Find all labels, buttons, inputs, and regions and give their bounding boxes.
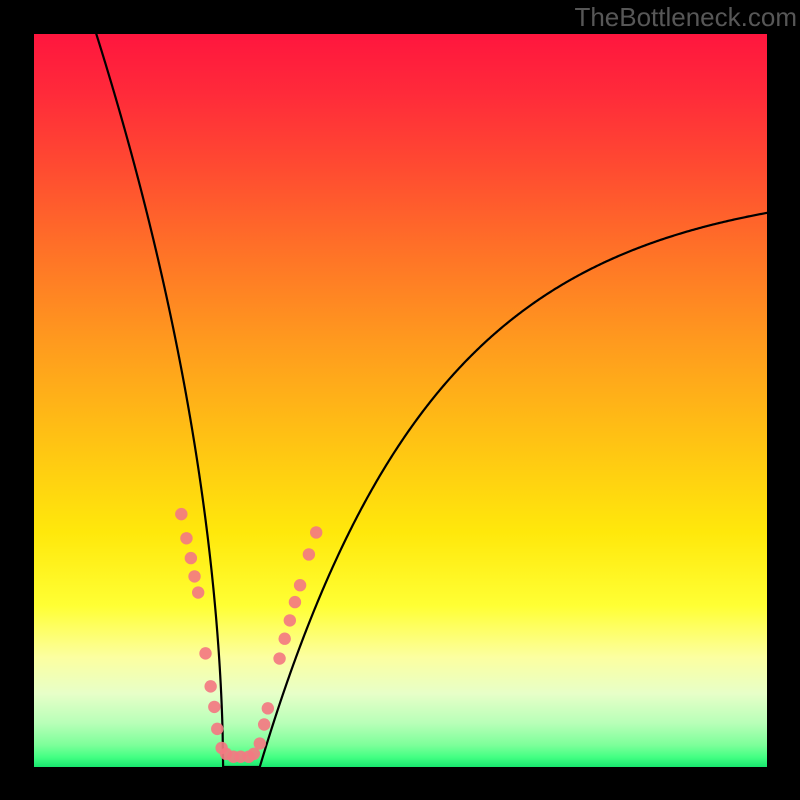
data-marker [258, 718, 270, 730]
data-marker [180, 532, 192, 544]
data-marker [262, 702, 274, 714]
data-marker [254, 737, 266, 749]
data-marker [310, 526, 322, 538]
data-marker [204, 680, 216, 692]
data-marker [188, 570, 200, 582]
data-marker [278, 633, 290, 645]
plot-area [34, 34, 767, 767]
chart-frame: TheBottleneck.com [0, 0, 800, 800]
data-marker [273, 652, 285, 664]
chart-svg [34, 34, 767, 767]
data-marker [289, 596, 301, 608]
data-marker [185, 552, 197, 564]
data-marker [192, 586, 204, 598]
bottleneck-curve [96, 34, 767, 767]
watermark-text: TheBottleneck.com [574, 2, 797, 33]
data-marker [199, 647, 211, 659]
data-marker [208, 701, 220, 713]
data-marker [294, 579, 306, 591]
data-marker [303, 548, 315, 560]
data-marker [175, 508, 187, 520]
data-marker [284, 614, 296, 626]
data-marker [211, 723, 223, 735]
